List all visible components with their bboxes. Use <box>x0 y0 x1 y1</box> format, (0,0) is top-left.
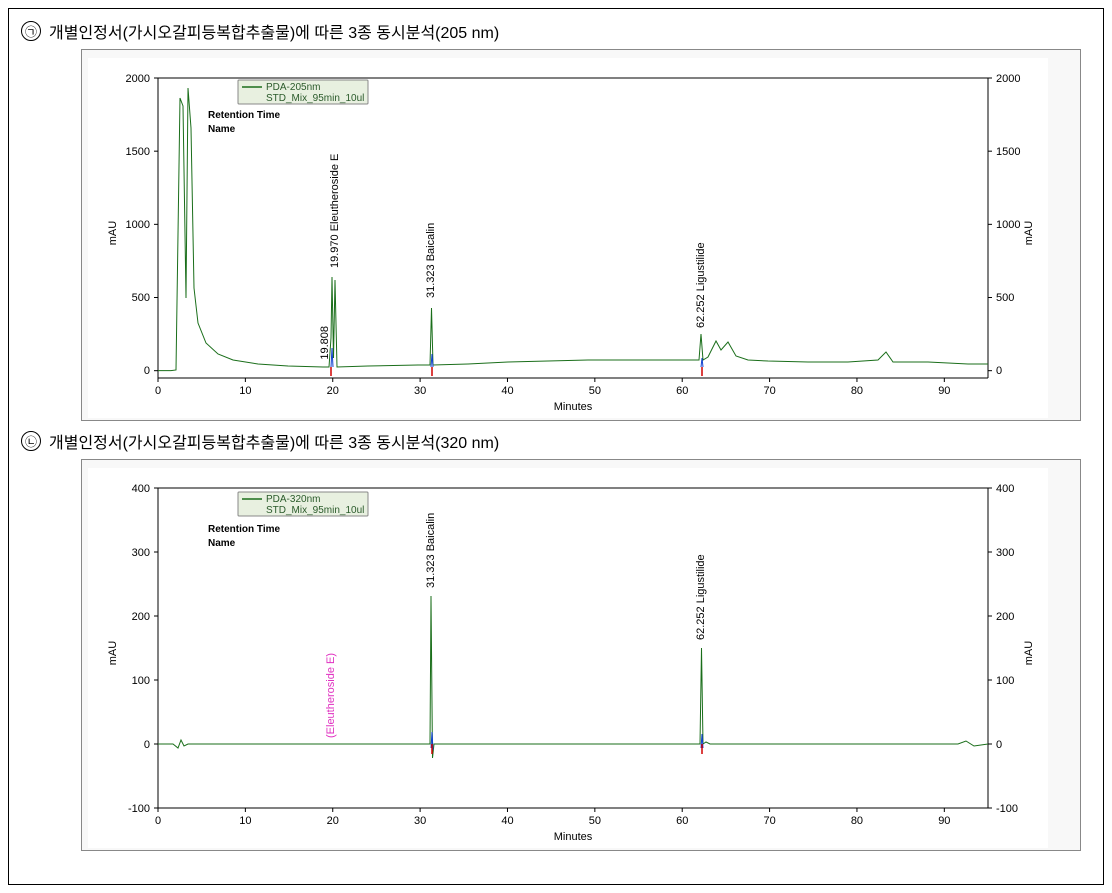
x-axis-label-205: Minutes <box>554 401 593 413</box>
section-205nm: ㉠ 개별인정서(가시오갈피등복합추출물)에 따른 3종 동시분석(205 nm)… <box>21 19 1091 421</box>
peak1-rt-205: 19.808 <box>319 326 331 360</box>
svg-text:0: 0 <box>996 365 1002 377</box>
svg-text:200: 200 <box>996 611 1014 623</box>
svg-text:0: 0 <box>155 385 161 397</box>
svg-text:40: 40 <box>501 385 513 397</box>
svg-text:1500: 1500 <box>126 146 150 158</box>
legend-line1-320: PDA-320nm <box>266 494 320 505</box>
svg-text:80: 80 <box>851 385 863 397</box>
svg-text:1000: 1000 <box>126 219 150 231</box>
y-axis-label-right-205: mAU <box>1023 221 1035 246</box>
svg-text:200: 200 <box>132 611 150 623</box>
chart-frame-205: PDA-205nm STD_Mix_95min_10ul Retention T… <box>81 49 1081 421</box>
svg-text:60: 60 <box>676 815 688 827</box>
svg-text:10: 10 <box>239 815 251 827</box>
svg-text:30: 30 <box>414 815 426 827</box>
svg-text:1500: 1500 <box>996 146 1020 158</box>
svg-text:60: 60 <box>676 385 688 397</box>
svg-text:500: 500 <box>996 292 1014 304</box>
section-title-text-1: 개별인정서(가시오갈피등복합추출물)에 따른 3종 동시분석(205 nm) <box>49 19 499 43</box>
rt-label1-320: Retention Time <box>208 524 280 535</box>
section-320nm: ㉡ 개별인정서(가시오갈피등복합추출물)에 따른 3종 동시분석(320 nm)… <box>21 429 1091 851</box>
section-title-text-2: 개별인정서(가시오갈피등복합추출물)에 따른 3종 동시분석(320 nm) <box>49 429 499 453</box>
rt-label2-320: Name <box>208 538 236 549</box>
svg-text:50: 50 <box>589 815 601 827</box>
svg-text:0: 0 <box>144 365 150 377</box>
svg-text:20: 20 <box>327 815 339 827</box>
section-marker-1: ㉠ <box>21 21 41 41</box>
svg-text:100: 100 <box>132 675 150 687</box>
svg-text:0: 0 <box>155 815 161 827</box>
svg-text:300: 300 <box>132 547 150 559</box>
x-ticks-205: 0 10 20 30 40 50 60 70 80 90 <box>155 378 951 397</box>
y-axis-label-320: mAU <box>107 641 119 666</box>
chromatogram-320: PDA-320nm STD_Mix_95min_10ul Retention T… <box>88 468 1048 848</box>
svg-text:2000: 2000 <box>996 73 1020 85</box>
x-axis-label-320: Minutes <box>554 831 593 843</box>
svg-text:40: 40 <box>501 815 513 827</box>
svg-text:-100: -100 <box>128 803 150 815</box>
missing-peak-320: (Eleutheroside E) <box>325 653 337 738</box>
legend-line2-320: STD_Mix_95min_10ul <box>266 505 364 516</box>
rt-label2-205: Name <box>208 124 236 135</box>
peak2-label-205: 19.970 Eleutheroside E <box>329 154 341 268</box>
y-axis-label-205: mAU <box>107 221 119 246</box>
svg-text:0: 0 <box>144 739 150 751</box>
section-marker-2: ㉡ <box>21 431 41 451</box>
svg-text:0: 0 <box>996 739 1002 751</box>
peak3-label-205: 31.323 Baicalin <box>425 223 437 298</box>
section-title-320: ㉡ 개별인정서(가시오갈피등복합추출물)에 따른 3종 동시분석(320 nm) <box>21 429 1091 453</box>
x-ticks-320: 0 10 20 30 40 50 60 70 80 90 <box>155 808 951 827</box>
chromatogram-205: PDA-205nm STD_Mix_95min_10ul Retention T… <box>88 58 1048 418</box>
svg-text:20: 20 <box>327 385 339 397</box>
document-frame: ㉠ 개별인정서(가시오갈피등복합추출물)에 따른 3종 동시분석(205 nm)… <box>8 8 1104 885</box>
svg-text:80: 80 <box>851 815 863 827</box>
y-axis-label-right-320: mAU <box>1023 641 1035 666</box>
section-title-205: ㉠ 개별인정서(가시오갈피등복합추출물)에 따른 3종 동시분석(205 nm) <box>21 19 1091 43</box>
chart-frame-320: PDA-320nm STD_Mix_95min_10ul Retention T… <box>81 459 1081 851</box>
peak2-label-320: 62.252 Ligustilide <box>695 554 707 640</box>
peak4-label-205: 62.252 Ligustilide <box>695 242 707 328</box>
svg-text:2000: 2000 <box>126 73 150 85</box>
svg-text:400: 400 <box>132 483 150 495</box>
svg-text:50: 50 <box>589 385 601 397</box>
peak1-label-320: 31.323 Baicalin <box>425 513 437 588</box>
svg-text:70: 70 <box>763 815 775 827</box>
svg-text:-100: -100 <box>996 803 1018 815</box>
svg-text:1000: 1000 <box>996 219 1020 231</box>
svg-text:90: 90 <box>938 815 950 827</box>
rt-label1-205: Retention Time <box>208 110 280 121</box>
svg-text:500: 500 <box>132 292 150 304</box>
svg-text:10: 10 <box>239 385 251 397</box>
svg-text:100: 100 <box>996 675 1014 687</box>
legend-line1-205: PDA-205nm <box>266 82 320 93</box>
legend-line2-205: STD_Mix_95min_10ul <box>266 93 364 104</box>
svg-text:400: 400 <box>996 483 1014 495</box>
svg-text:300: 300 <box>996 547 1014 559</box>
svg-text:90: 90 <box>938 385 950 397</box>
svg-text:70: 70 <box>763 385 775 397</box>
svg-text:30: 30 <box>414 385 426 397</box>
